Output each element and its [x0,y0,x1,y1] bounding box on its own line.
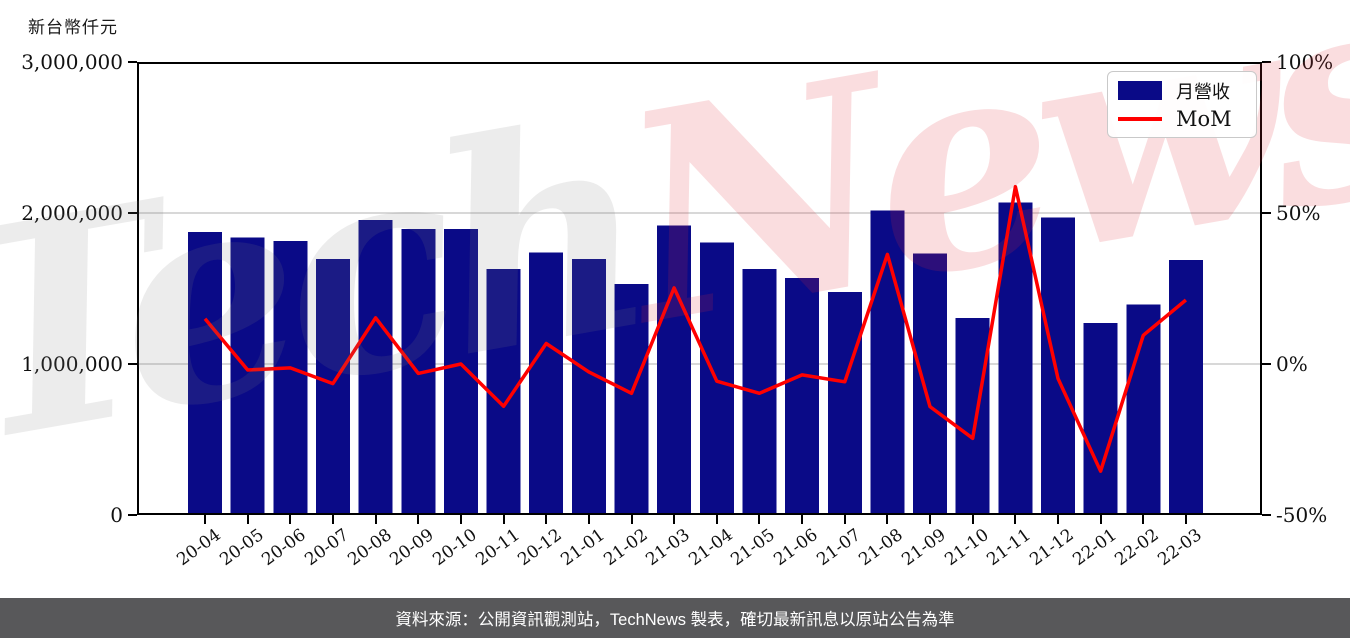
x-tick [1184,515,1187,524]
x-tick [1014,515,1017,524]
revenue-bar [230,237,265,515]
x-tick [331,515,334,524]
x-tick [758,515,761,524]
legend-item-mom: MoM [1118,107,1246,131]
revenue-bar [571,259,606,515]
y-tick-label-left: 3,000,000 [21,50,123,74]
x-tick [801,515,804,524]
y-axis-title: 新台幣仟元 [28,18,118,37]
revenue-bar [1041,217,1075,515]
x-tick [587,515,590,524]
x-tick [459,515,462,524]
y-tick-label-right: 50% [1276,201,1321,225]
revenue-mom-chart [137,62,1262,516]
x-tick [1057,515,1059,524]
revenue-bar [188,232,222,515]
y-tick-right [1262,514,1271,516]
x-tick [886,515,889,524]
y-tick-left [128,61,137,63]
y-tick-right [1262,363,1271,365]
revenue-bar [273,241,308,515]
y-tick-label-left: 1,000,000 [21,352,123,376]
legend-item-revenue: 月營收 [1118,78,1246,104]
x-tick [1142,515,1145,524]
revenue-bar-swatch [1118,81,1162,101]
mom-line [203,184,1188,473]
legend-label-revenue: 月營收 [1176,81,1230,102]
revenue-bar [315,259,350,515]
legend-label-mom: MoM [1176,107,1232,132]
revenue-bar [529,252,564,515]
source-footer: 資料來源：公開資訊觀測站，TechNews 製表，確切最新訊息以原站公告為準 [0,598,1350,638]
x-tick [929,515,932,524]
revenue-bar [657,225,692,515]
y-tick-left [128,363,137,365]
axis-spines [137,62,1262,515]
y-tick-label-right: -50% [1276,503,1328,527]
x-tick [289,515,292,524]
y-tick-left [128,514,137,516]
x-tick [204,515,206,524]
x-tick [1099,515,1102,524]
plot-area [137,62,1262,516]
y-tick-right [1262,212,1271,214]
x-tick [630,515,633,524]
x-tick [246,515,249,524]
revenue-bar [614,283,649,515]
y-tick-label-right: 100% [1276,50,1334,74]
legend: 月營收 MoM [1107,71,1257,138]
y-tick-right [1262,61,1271,63]
y-tick-label-left: 0 [110,503,123,527]
source-text: 資料來源：公開資訊觀測站，TechNews 製表，確切最新訊息以原站公告為準 [395,611,955,629]
revenue-bar [1083,322,1118,515]
x-tick [545,515,548,524]
revenue-bar [827,291,862,515]
x-tick [843,515,846,524]
revenue-bar [870,210,905,516]
x-tick [673,515,676,524]
x-tick [417,515,420,524]
x-tick [971,515,974,524]
x-tick [502,515,505,524]
revenue-bar [785,277,820,515]
revenue-bar [913,253,948,515]
mom-line-swatch [1118,117,1162,122]
y-tick-left [128,212,137,214]
y-tick-label-left: 2,000,000 [21,201,123,225]
revenue-bar [358,219,393,516]
x-tick [715,515,718,524]
revenue-bar [443,229,478,516]
revenue-bar [955,317,990,515]
x-tick [374,515,377,524]
revenue-bar [1168,259,1203,515]
y-tick-label-right: 0% [1276,352,1308,376]
